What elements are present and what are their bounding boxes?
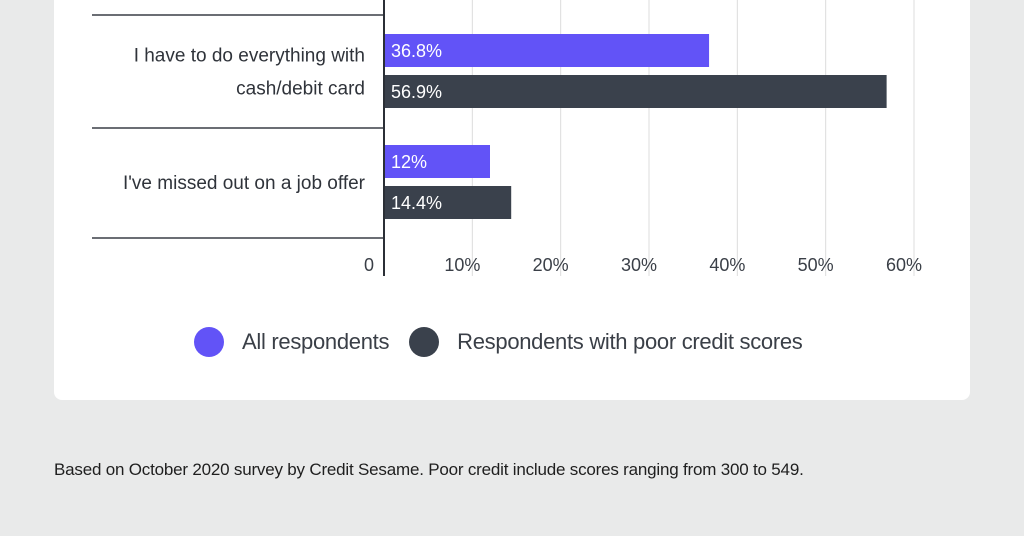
x-tick-label-5: 50%	[798, 255, 834, 275]
x-tick-label-0: 0	[364, 255, 374, 275]
bar-value-label-1-1: 14.4%	[391, 193, 442, 213]
bar-value-label-0-0: 36.8%	[391, 41, 442, 61]
x-tick-label-6: 60%	[886, 255, 922, 275]
chart-legend: All respondents Respondents with poor cr…	[194, 325, 823, 359]
legend-item-poor-credit[interactable]: Respondents with poor credit scores	[409, 327, 803, 357]
category-label-1-0: I've missed out on a job offer	[123, 173, 366, 194]
bar-0-0	[385, 34, 710, 67]
legend-swatch-all-respondents	[194, 327, 224, 357]
legend-swatch-poor-credit	[409, 327, 440, 357]
x-tick-label-2: 20%	[533, 255, 569, 275]
category-label-0-0: I have to do everything with	[134, 46, 365, 67]
legend-label-all-respondents: All respondents	[242, 329, 390, 354]
bar-1-1	[385, 186, 512, 219]
bar-value-label-0-1: 56.9%	[391, 82, 442, 102]
bar-1-0	[385, 145, 490, 178]
bar-chart: 36.8% 56.9% I have to do everything with ca…	[92, 0, 922, 276]
category-label-0-1: cash/debit card	[236, 79, 365, 100]
bar-value-label-1-0: 12%	[391, 152, 427, 172]
legend-label-poor-credit: Respondents with poor credit scores	[457, 329, 803, 354]
footnote: Based on October 2020 survey by Credit S…	[54, 460, 804, 479]
bar-0-1	[385, 75, 887, 108]
x-tick-label-4: 40%	[709, 255, 745, 275]
legend-item-all-respondents[interactable]: All respondents	[194, 327, 389, 357]
x-tick-label-1: 10%	[444, 255, 480, 275]
x-tick-label-3: 30%	[621, 255, 657, 275]
